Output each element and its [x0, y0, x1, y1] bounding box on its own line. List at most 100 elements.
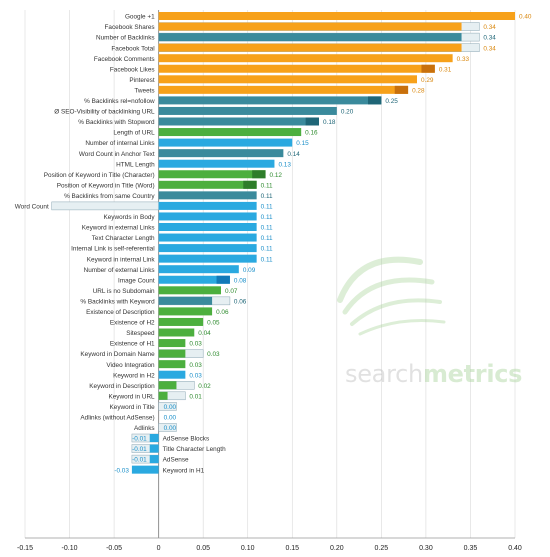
value-label: 0.25 — [385, 98, 398, 105]
value-label: 0.03 — [189, 362, 202, 369]
x-tick-label: -0.05 — [106, 545, 122, 552]
bar — [158, 233, 257, 242]
bar — [158, 75, 418, 84]
value-label: 0.08 — [234, 277, 247, 284]
x-tick-label: 0.05 — [196, 545, 210, 552]
bar — [158, 244, 257, 253]
bar — [158, 117, 319, 126]
searchmetrics-logo-icon — [337, 256, 446, 336]
value-label: 0.05 — [207, 320, 220, 327]
bar-increase-segment — [421, 64, 435, 73]
category-label: Keyword in Description — [89, 383, 155, 390]
bar — [158, 265, 239, 274]
category-label: Internal Link is self-referential — [71, 246, 154, 253]
bar — [158, 391, 168, 400]
value-label: 0.11 — [261, 256, 273, 263]
category-label: Google +1 — [125, 14, 155, 21]
value-label: 0.03 — [207, 351, 220, 358]
value-label: 0.31 — [439, 66, 452, 73]
watermark-text-metrics: metrics — [423, 360, 522, 388]
value-label: 0.11 — [261, 235, 273, 242]
bar — [158, 12, 516, 20]
x-tick-label: 0.15 — [285, 545, 299, 552]
bar — [149, 455, 159, 464]
bar-previous — [51, 201, 159, 211]
category-label: Sitespeed — [126, 330, 155, 337]
category-label: Title Character Length — [163, 446, 226, 453]
value-label: 0.34 — [483, 35, 496, 42]
labels-layer: Google +1 0.40 Facebook Shares 0.34 Number o… — [15, 14, 532, 475]
x-tick-label: 0.30 — [419, 545, 433, 552]
value-label: 0.11 — [261, 214, 273, 221]
category-label: Keywords in Body — [103, 214, 155, 221]
bar — [158, 381, 177, 390]
category-label: Image Count — [118, 277, 155, 284]
bar-increase-segment — [394, 85, 409, 94]
category-label: Keyword in H1 — [163, 467, 205, 474]
value-label: 0.34 — [483, 24, 496, 31]
bar — [158, 43, 462, 52]
x-axis: -0.15 -0.10 -0.05 0 0.05 0.10 0.15 0.20 0.25 0.30… — [17, 537, 522, 552]
bar — [158, 33, 462, 42]
category-label: Adlinks (without AdSense) — [80, 415, 154, 422]
value-label: 0.14 — [287, 151, 300, 158]
value-label: 0.13 — [278, 161, 291, 168]
category-label: Existence of H1 — [110, 341, 155, 348]
category-label: Video Integration — [106, 362, 155, 369]
value-label: 0.34 — [483, 45, 496, 52]
category-label: Number of internal Links — [85, 140, 154, 147]
category-label: Keyword in internal Link — [87, 256, 156, 263]
bar — [158, 54, 453, 63]
searchmetrics-watermark: searchmetrics — [337, 256, 522, 388]
value-label: 0.12 — [270, 172, 283, 179]
value-label: 0.03 — [189, 341, 202, 348]
x-tick-label: 0.25 — [375, 545, 389, 552]
category-label: Word Count in Anchor Text — [79, 151, 155, 158]
value-label: 0.11 — [261, 204, 273, 211]
category-label: Position of Keyword in Title (Word) — [57, 182, 155, 189]
category-label: Number of Backlinks — [96, 35, 155, 42]
bar — [158, 138, 293, 147]
bar — [158, 349, 186, 358]
bar — [158, 201, 257, 210]
bar — [158, 286, 221, 295]
bars-layer — [51, 12, 516, 474]
category-label: Text Character Length — [92, 235, 155, 242]
value-label: -0.01 — [132, 446, 147, 453]
value-label: 0.03 — [189, 372, 202, 379]
value-label: 0.11 — [261, 182, 273, 189]
category-label: Keyword in H2 — [113, 372, 155, 379]
value-label: 0.00 — [164, 415, 177, 422]
category-label: Keyword in URL — [108, 393, 155, 400]
category-label: % Backlinks with Stopword — [78, 119, 155, 126]
category-label: Tweets — [134, 87, 154, 94]
value-label: -0.01 — [132, 436, 147, 443]
category-label: AdSense — [163, 457, 189, 464]
category-label: Length of URL — [113, 130, 155, 137]
x-tick-label: 0.35 — [464, 545, 478, 552]
category-label: Facebook Shares — [105, 24, 155, 31]
category-label: Number of external Links — [84, 267, 155, 274]
bar — [149, 434, 159, 442]
bar — [158, 317, 204, 326]
category-label: Keyword in Title — [110, 404, 156, 411]
x-tick-label: -0.10 — [62, 545, 78, 552]
value-label: 0.01 — [189, 393, 202, 400]
value-label: -0.03 — [114, 467, 129, 474]
value-label: 0.09 — [243, 267, 256, 274]
bar — [158, 149, 284, 158]
bar — [158, 328, 195, 337]
value-label: 0.28 — [412, 87, 425, 94]
value-label: 0.18 — [323, 119, 336, 126]
bar — [158, 223, 257, 231]
value-label: 0.00 — [164, 425, 177, 432]
category-label: Keyword in Domain Name — [80, 351, 155, 358]
bar — [158, 191, 257, 200]
bar-increase-segment — [252, 170, 266, 179]
value-label: 0.11 — [261, 246, 273, 253]
value-label: 0.07 — [225, 288, 238, 295]
bar — [158, 307, 213, 316]
bar — [158, 106, 337, 115]
category-label: Pinterest — [129, 77, 154, 84]
category-label: AdSense Blocks — [163, 436, 210, 443]
